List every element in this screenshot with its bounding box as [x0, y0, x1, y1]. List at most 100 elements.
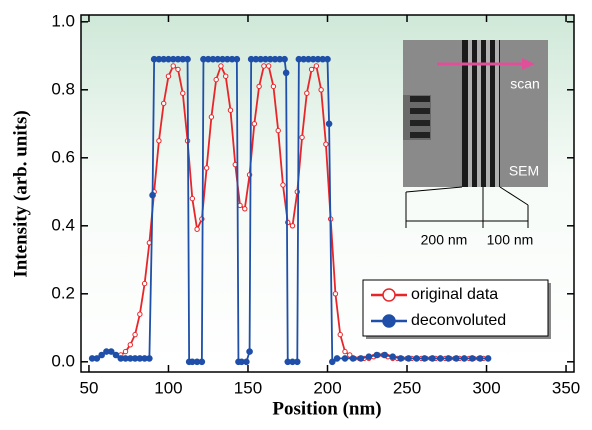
page: {"chart_data": { "type": "line", "xlabel…: [0, 0, 592, 430]
data-point: [171, 64, 175, 68]
sem-gap: [468, 40, 472, 187]
x-tick-label: 100: [154, 378, 182, 397]
data-point: [181, 91, 185, 95]
data-point: [176, 67, 180, 71]
x-tick-label: 150: [234, 378, 262, 397]
data-point: [266, 64, 270, 68]
data-point: [454, 356, 460, 362]
data-point: [374, 352, 380, 358]
annotation: scan: [510, 76, 540, 92]
data-point: [469, 356, 475, 362]
data-point: [294, 359, 300, 365]
data-point: [283, 70, 289, 76]
data-point: [276, 128, 280, 132]
data-point: [138, 312, 142, 316]
data-point: [326, 121, 332, 127]
data-point: [224, 74, 228, 78]
data-point: [485, 356, 491, 362]
data-point: [195, 227, 199, 231]
x-tick-label: 50: [79, 378, 98, 397]
sem-gap: [477, 40, 481, 187]
data-point: [333, 292, 337, 296]
data-point: [247, 349, 253, 355]
data-point: [390, 354, 396, 360]
legend: original data deconvoluted: [363, 280, 551, 339]
data-point: [343, 349, 347, 353]
y-tick-label: 0.4: [51, 215, 75, 234]
data-point: [262, 64, 266, 68]
data-point: [438, 356, 444, 362]
data-point: [257, 84, 261, 88]
data-point: [406, 356, 412, 362]
data-point: [157, 139, 161, 143]
data-point: [128, 343, 132, 347]
data-point: [325, 56, 331, 62]
data-point: [243, 207, 247, 211]
data-point: [342, 356, 348, 362]
legend-marker: [383, 289, 395, 301]
data-point: [319, 88, 323, 92]
data-point: [185, 56, 191, 62]
annotation: 100 nm: [487, 232, 534, 248]
data-point: [123, 349, 127, 353]
y-tick-label: 0.8: [51, 79, 75, 98]
chart: Position (nm) Intensity (arb. units) 50 1…: [0, 0, 592, 430]
data-point: [350, 356, 356, 362]
y-tick-label: 1.0: [51, 11, 75, 30]
data-point: [214, 77, 218, 81]
data-point: [309, 67, 313, 71]
sem-line: [410, 132, 430, 138]
data-point: [281, 183, 285, 187]
data-point: [199, 359, 205, 365]
data-point: [133, 332, 137, 336]
annotation: SEM: [509, 163, 539, 179]
data-point: [414, 356, 420, 362]
data-point: [150, 192, 156, 198]
data-point: [300, 135, 304, 139]
x-tick-label: 350: [552, 378, 580, 397]
data-point: [422, 356, 428, 362]
data-point: [314, 64, 318, 68]
x-tick-label: 300: [472, 378, 500, 397]
data-point: [382, 352, 388, 358]
legend-marker: [383, 315, 395, 327]
data-point: [338, 332, 342, 336]
data-point: [334, 356, 340, 362]
y-tick-label: 0.0: [51, 351, 75, 370]
sem-gap: [495, 40, 499, 187]
sem-line: [410, 120, 430, 126]
data-point: [305, 91, 309, 95]
data-point: [430, 356, 436, 362]
y-tick-label: 0.6: [51, 147, 75, 166]
data-point: [290, 224, 294, 228]
data-point: [271, 84, 275, 88]
data-point: [142, 281, 146, 285]
legend-label: deconvoluted: [411, 312, 506, 329]
annotation: 200 nm: [421, 232, 468, 248]
y-tick-label: 0.2: [51, 283, 75, 302]
data-point: [398, 356, 404, 362]
sem-line: [410, 108, 430, 114]
data-point: [324, 142, 328, 146]
data-point: [228, 108, 232, 112]
data-point: [209, 115, 213, 119]
data-point: [244, 359, 250, 365]
x-tick-label: 250: [393, 378, 421, 397]
sem-gap: [486, 40, 490, 187]
data-point: [461, 356, 467, 362]
x-tick-label: 200: [313, 378, 341, 397]
data-point: [219, 64, 223, 68]
data-point: [234, 56, 240, 62]
x-axis-label: Position (nm): [272, 398, 381, 419]
data-point: [477, 356, 483, 362]
data-point: [366, 354, 372, 360]
sem-line: [410, 96, 430, 102]
data-point: [190, 196, 194, 200]
data-point: [446, 356, 452, 362]
data-point: [282, 56, 288, 62]
y-axis-label: Intensity (arb. units): [10, 110, 31, 277]
data-point: [252, 122, 256, 126]
data-point: [161, 101, 165, 105]
data-point: [204, 166, 208, 170]
legend-label: original data: [411, 286, 498, 303]
